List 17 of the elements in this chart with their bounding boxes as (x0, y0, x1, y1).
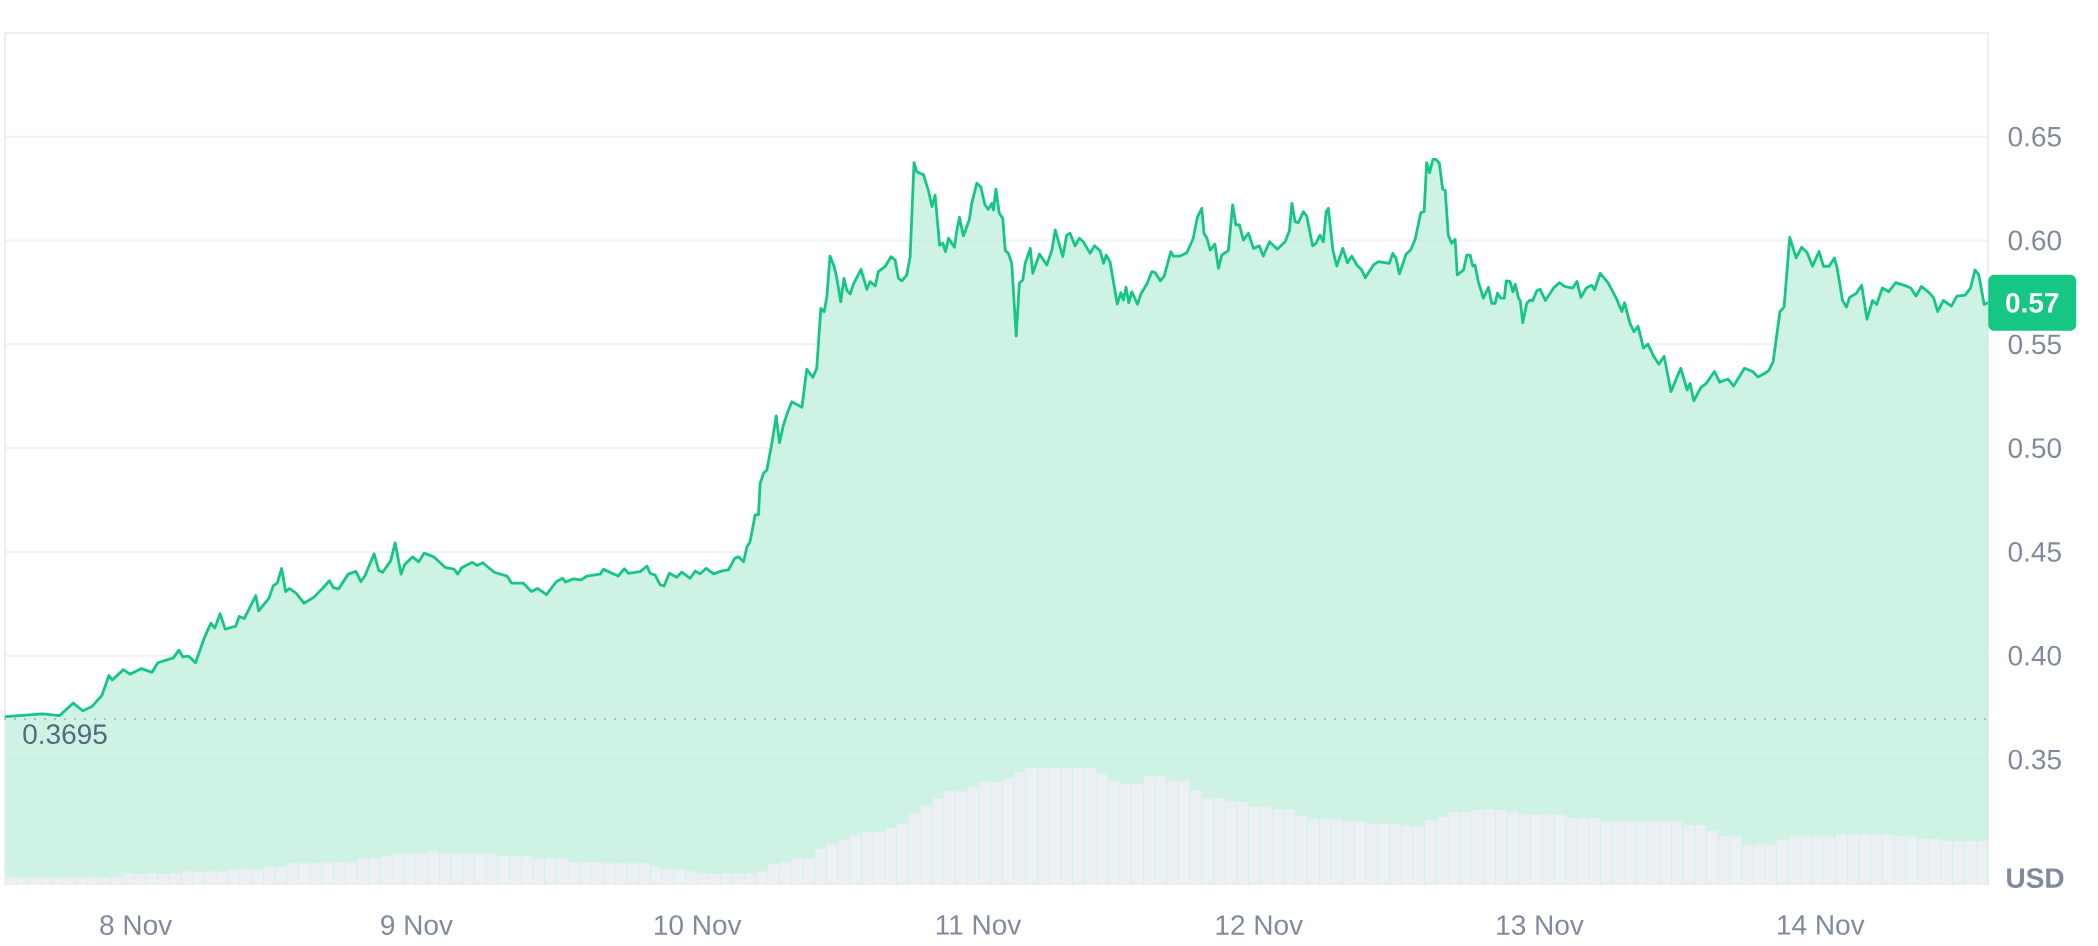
x-tick-label: 10 Nov (654, 915, 742, 936)
x-tick-label: 12 Nov (1216, 915, 1303, 936)
x-tick-label: 9 Nov (381, 915, 453, 936)
y-tick-label: 0.40 (2008, 645, 2061, 666)
ref-line-label: 0.3695 (23, 724, 107, 745)
x-tick-label: 11 Nov (936, 915, 1022, 935)
y-tick-label: 0.50 (2008, 438, 2061, 459)
x-tick-label: 8 Nov (100, 915, 173, 936)
y-tick-label: 0.65 (2008, 126, 2061, 147)
annotation: 0.57 (2006, 292, 2059, 313)
x-tick-label: 13 Nov (1497, 915, 1584, 936)
y-axis-title: USD (2007, 868, 2064, 889)
x-tick-label: 14 Nov (1778, 915, 1865, 935)
y-tick-label: 0.55 (2008, 334, 2061, 355)
y-tick-label: 0.45 (2008, 542, 2061, 562)
y-tick-label: 0.60 (2008, 230, 2061, 251)
y-tick-label: 0.35 (2008, 749, 2061, 770)
